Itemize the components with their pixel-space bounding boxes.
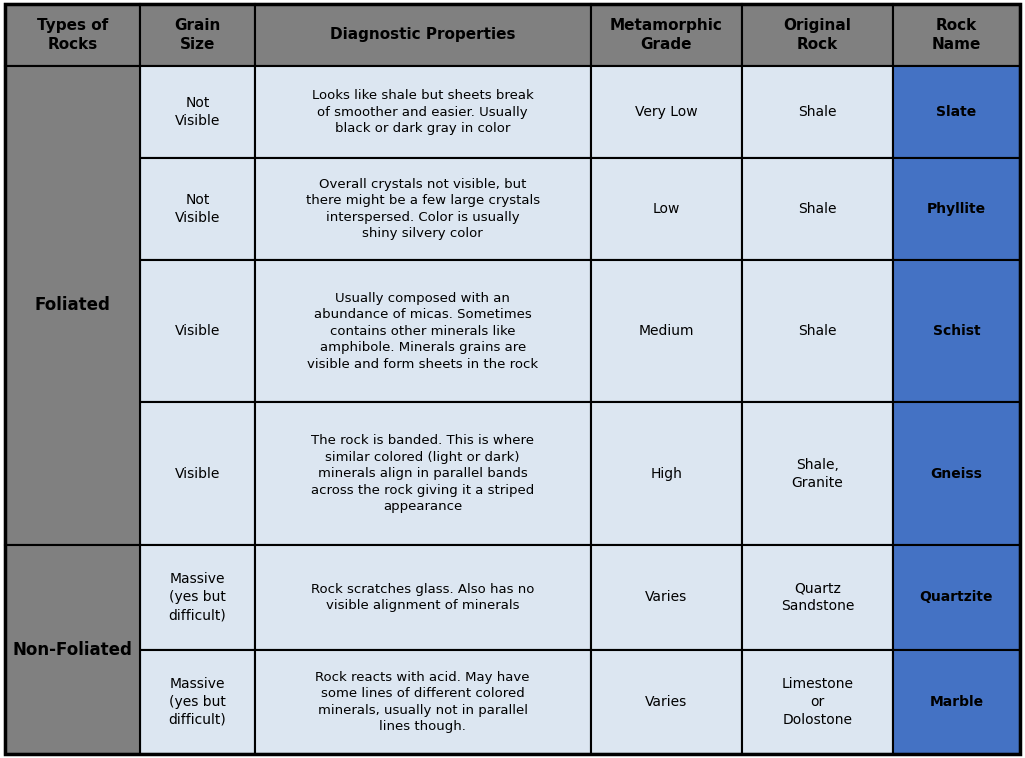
- Text: Not
Visible: Not Visible: [175, 96, 220, 128]
- Bar: [590, 158, 742, 260]
- Text: Shale: Shale: [798, 324, 836, 338]
- Text: Non-Foliated: Non-Foliated: [13, 641, 132, 659]
- Bar: [742, 158, 893, 260]
- Bar: [140, 650, 254, 754]
- Bar: [742, 260, 893, 402]
- Bar: [254, 66, 590, 158]
- Bar: [590, 4, 742, 66]
- Bar: [140, 545, 254, 650]
- Bar: [893, 260, 1020, 402]
- Text: Slate: Slate: [936, 105, 977, 119]
- Bar: [893, 545, 1020, 650]
- Text: Massive
(yes but
difficult): Massive (yes but difficult): [169, 677, 227, 727]
- Bar: [254, 260, 590, 402]
- Bar: [742, 650, 893, 754]
- Text: Visible: Visible: [175, 467, 220, 481]
- Bar: [742, 545, 893, 650]
- Text: Rock
Name: Rock Name: [932, 17, 981, 52]
- Text: Looks like shale but sheets break
of smoother and easier. Usually
black or dark : Looks like shale but sheets break of smo…: [312, 89, 534, 135]
- Text: Visible: Visible: [175, 324, 220, 338]
- Bar: [5, 545, 140, 754]
- Bar: [893, 402, 1020, 545]
- Bar: [5, 4, 140, 66]
- Bar: [893, 158, 1020, 260]
- Bar: [590, 650, 742, 754]
- Text: Medium: Medium: [639, 324, 694, 338]
- Text: Phyllite: Phyllite: [927, 202, 986, 216]
- Bar: [590, 66, 742, 158]
- Bar: [893, 650, 1020, 754]
- Text: Overall crystals not visible, but
there might be a few large crystals
interspers: Overall crystals not visible, but there …: [305, 177, 540, 240]
- Text: Original
Rock: Original Rock: [783, 17, 852, 52]
- Bar: [893, 66, 1020, 158]
- Text: The rock is banded. This is where
similar colored (light or dark)
minerals align: The rock is banded. This is where simila…: [311, 434, 534, 513]
- Text: Quartzite: Quartzite: [919, 590, 993, 604]
- Bar: [590, 402, 742, 545]
- Bar: [5, 66, 140, 545]
- Text: Very Low: Very Low: [634, 105, 698, 119]
- Bar: [140, 402, 254, 545]
- Text: Shale: Shale: [798, 105, 836, 119]
- Text: Rock scratches glass. Also has no
visible alignment of minerals: Rock scratches glass. Also has no visibl…: [311, 582, 534, 612]
- Text: Shale,
Granite: Shale, Granite: [791, 458, 844, 490]
- Bar: [254, 545, 590, 650]
- Text: Varies: Varies: [645, 695, 688, 709]
- Bar: [742, 402, 893, 545]
- Text: Metamorphic
Grade: Metamorphic Grade: [610, 17, 723, 52]
- Bar: [140, 158, 254, 260]
- Bar: [140, 260, 254, 402]
- Text: Low: Low: [653, 202, 680, 216]
- Text: Diagnostic Properties: Diagnostic Properties: [330, 27, 516, 42]
- Text: Schist: Schist: [933, 324, 980, 338]
- Text: Types of
Rocks: Types of Rocks: [37, 17, 109, 52]
- Text: Limestone
or
Dolostone: Limestone or Dolostone: [781, 677, 854, 727]
- Text: Gneiss: Gneiss: [931, 467, 982, 481]
- Bar: [254, 402, 590, 545]
- Bar: [254, 4, 590, 66]
- Text: Quartz
Sandstone: Quartz Sandstone: [781, 581, 854, 613]
- Bar: [742, 4, 893, 66]
- Text: High: High: [650, 467, 683, 481]
- Text: Massive
(yes but
difficult): Massive (yes but difficult): [169, 572, 227, 622]
- Bar: [140, 4, 254, 66]
- Text: Marble: Marble: [930, 695, 984, 709]
- Bar: [893, 4, 1020, 66]
- Text: Foliated: Foliated: [35, 296, 111, 315]
- Text: Rock reacts with acid. May have
some lines of different colored
minerals, usuall: Rock reacts with acid. May have some lin…: [316, 671, 530, 733]
- Bar: [742, 66, 893, 158]
- Text: Grain
Size: Grain Size: [174, 17, 220, 52]
- Text: Varies: Varies: [645, 590, 688, 604]
- Text: Usually composed with an
abundance of micas. Sometimes
contains other minerals l: Usually composed with an abundance of mi…: [308, 292, 538, 371]
- Bar: [140, 66, 254, 158]
- Text: Not
Visible: Not Visible: [175, 193, 220, 225]
- Bar: [590, 545, 742, 650]
- Text: Shale: Shale: [798, 202, 836, 216]
- Bar: [254, 650, 590, 754]
- Bar: [590, 260, 742, 402]
- Bar: [254, 158, 590, 260]
